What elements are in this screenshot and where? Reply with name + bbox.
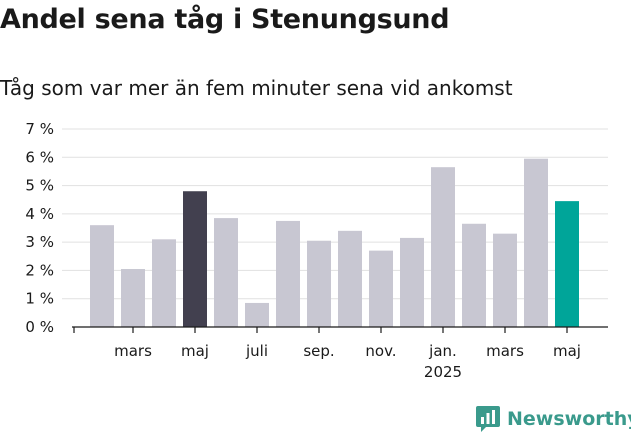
y-tick-label: 5 % — [25, 177, 54, 195]
y-tick-label: 0 % — [25, 318, 54, 336]
bar-2024-10 — [338, 230, 362, 327]
newsworthy-logo: Newsworthy — [476, 406, 631, 432]
y-tick-label: 4 % — [25, 205, 54, 223]
x-axis: mars maj juli sep. nov. jan. 2025 mars maj — [72, 326, 608, 381]
x-tick-year-label: 2025 — [424, 363, 462, 381]
bar-2025-01 — [431, 167, 455, 327]
y-tick-label: 2 % — [25, 261, 54, 279]
bar-2024-12 — [400, 237, 424, 327]
chart-title: Andel sena tåg i Stenungsund — [0, 4, 450, 35]
bar-2024-07 — [245, 302, 269, 327]
x-tick-label: mars — [486, 342, 524, 360]
bar-2024-05 — [183, 191, 207, 327]
bar-2024-03 — [121, 269, 145, 327]
bar-2024-06 — [214, 218, 238, 327]
bar-2024-09 — [307, 240, 331, 327]
bar-2025-05 — [555, 201, 579, 327]
y-axis-tick-labels: 0 % 1 % 2 % 3 % 4 % 5 % 6 % 7 % — [25, 120, 54, 336]
bars — [90, 158, 579, 327]
y-tick-label: 3 % — [25, 233, 54, 251]
chart-subtitle: Tåg som var mer än fem minuter sena vid … — [0, 76, 513, 100]
x-tick-label: jan. — [428, 342, 457, 360]
x-tick-label: mars — [114, 342, 152, 360]
y-tick-label: 6 % — [25, 148, 54, 166]
x-tick-label: nov. — [365, 342, 396, 360]
bar-2025-03 — [493, 233, 517, 327]
x-tick-label: sep. — [303, 342, 334, 360]
x-tick-label: maj — [553, 342, 581, 360]
bar-2025-04 — [524, 158, 548, 327]
y-tick-label: 7 % — [25, 120, 54, 138]
bar-2024-08 — [276, 220, 300, 327]
bar-2024-11 — [369, 250, 393, 327]
y-tick-label: 1 % — [25, 290, 54, 308]
bar-2024-04 — [152, 239, 176, 327]
bar-2025-02 — [462, 223, 486, 327]
x-tick-label: juli — [245, 342, 268, 360]
x-tick-label: maj — [181, 342, 209, 360]
bar-2024-02 — [90, 225, 114, 327]
brand-name: Newsworthy — [507, 408, 631, 430]
bar-chart-logo-icon — [476, 406, 500, 432]
